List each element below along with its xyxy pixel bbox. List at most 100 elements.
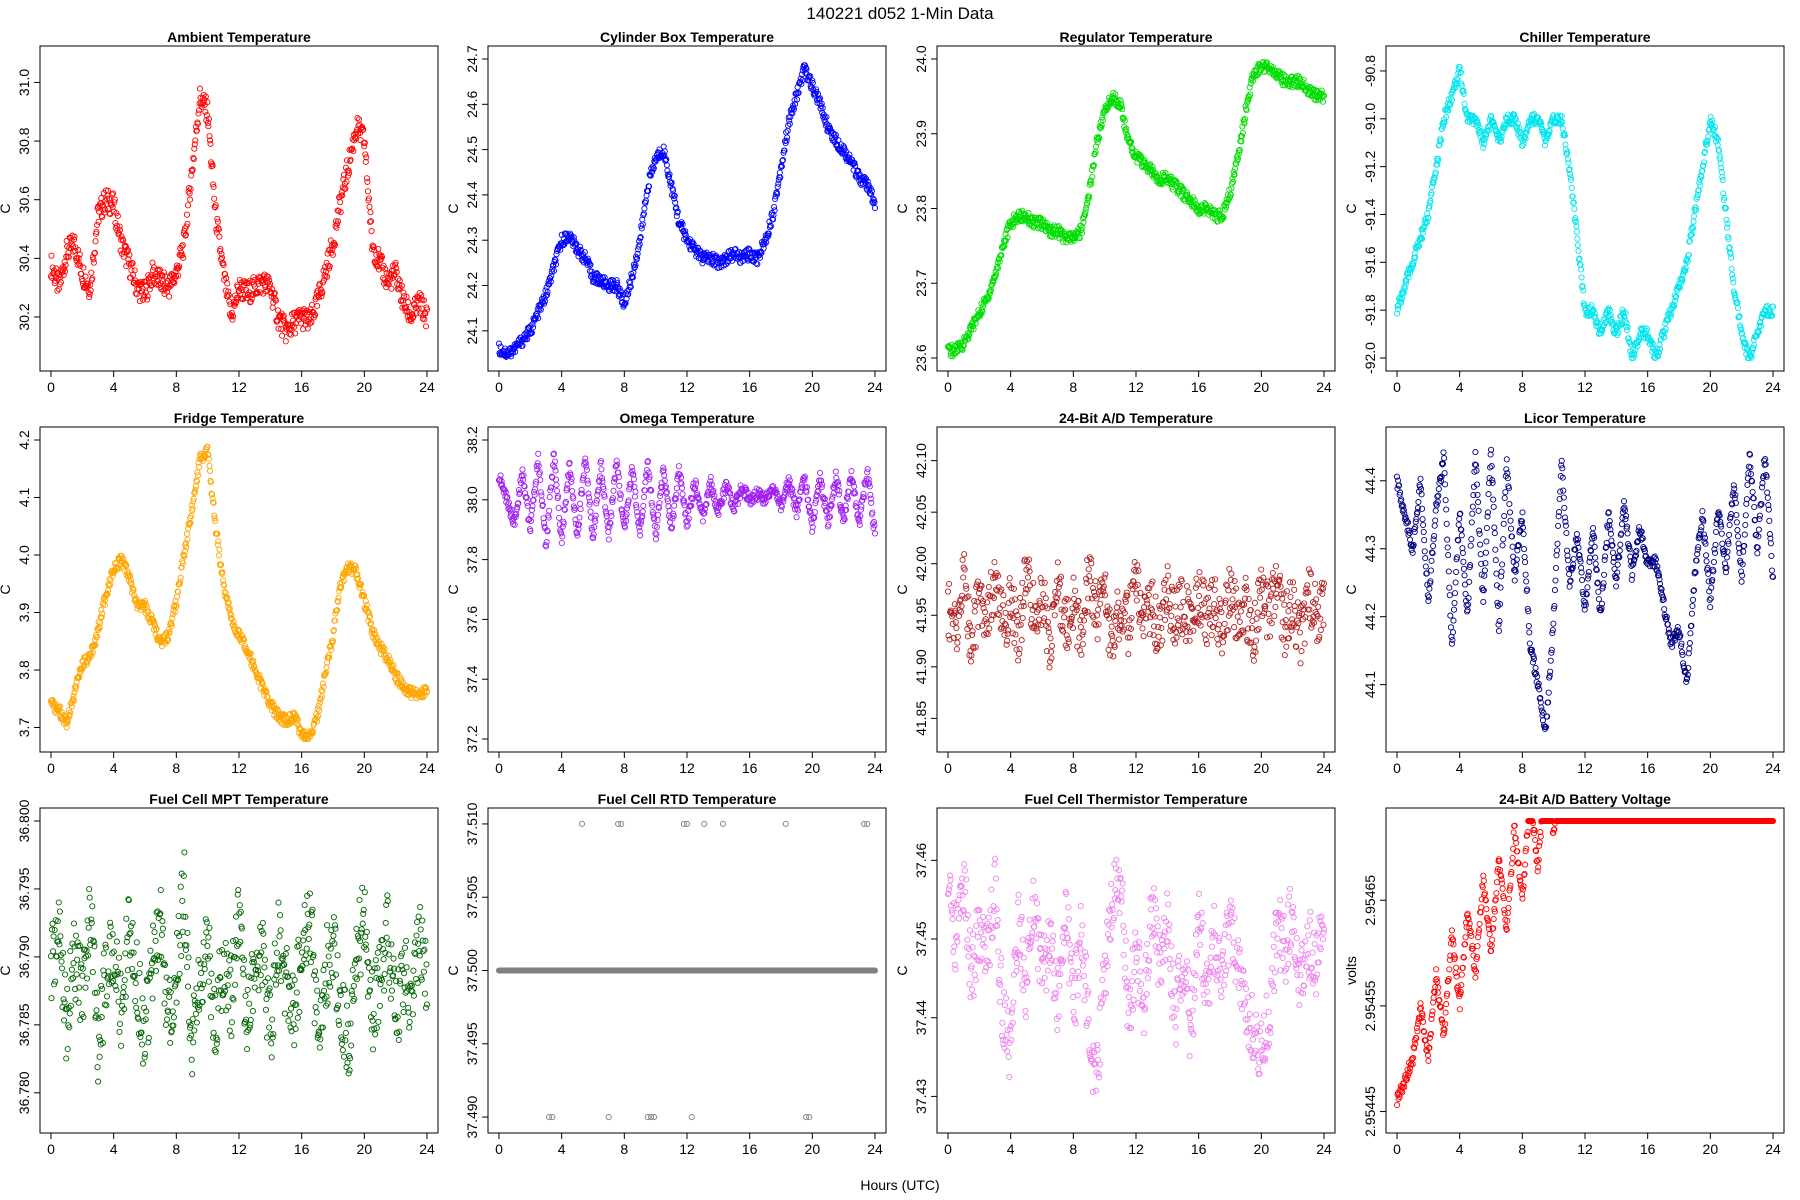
- x-tick-label: 24: [867, 379, 883, 395]
- data-point: [587, 508, 594, 515]
- x-tick-label: 20: [1254, 760, 1270, 776]
- data-point: [1144, 600, 1151, 607]
- data-point: [984, 631, 991, 638]
- data-point: [343, 157, 351, 164]
- y-tick-label: 42.00: [913, 546, 929, 581]
- data-point: [382, 265, 389, 273]
- plot-frame: [1385, 45, 1785, 372]
- y-tick-label: 38.0: [464, 486, 480, 513]
- data-point: [1573, 228, 1580, 235]
- data-point: [159, 278, 166, 285]
- data-point: [363, 175, 370, 182]
- data-point: [795, 507, 802, 514]
- data-point: [48, 252, 55, 259]
- data-point: [1115, 599, 1122, 606]
- data-point: [613, 277, 620, 284]
- data-point: [136, 298, 143, 305]
- data-point: [639, 221, 646, 228]
- data-point: [1177, 604, 1184, 611]
- data-point: [573, 240, 580, 247]
- data-point: [400, 293, 408, 300]
- data-point: [54, 287, 61, 294]
- plot-frame: [39, 426, 439, 753]
- data-point: [71, 233, 78, 240]
- data-point: [556, 514, 563, 521]
- data-point: [1728, 265, 1735, 272]
- data-point: [125, 256, 132, 263]
- data-point: [1095, 606, 1102, 613]
- data-point: [324, 273, 331, 280]
- data-point: [412, 304, 420, 311]
- data-point: [423, 306, 431, 313]
- data-point: [405, 299, 412, 306]
- data-point: [557, 246, 564, 253]
- data-point: [1078, 651, 1085, 658]
- data-point: [817, 469, 824, 476]
- data-point: [350, 148, 357, 155]
- data-point: [190, 156, 197, 163]
- data-point: [71, 689, 78, 696]
- data-point: [1088, 180, 1095, 187]
- data-point: [183, 211, 191, 218]
- data-point: [638, 225, 645, 232]
- data-point: [206, 133, 213, 140]
- data-point: [62, 262, 69, 269]
- x-tick-label: 20: [1254, 379, 1270, 395]
- data-point: [333, 224, 340, 231]
- data-point: [605, 528, 612, 536]
- data-point: [999, 602, 1006, 609]
- data-point: [1102, 571, 1109, 578]
- y-tick-label: 23.7: [913, 269, 929, 296]
- data-point: [228, 309, 235, 316]
- data-point: [345, 167, 352, 174]
- data-point: [640, 493, 647, 501]
- data-point: [229, 313, 237, 320]
- data-point: [544, 288, 551, 296]
- y-tick-label: 37.2: [464, 725, 480, 752]
- data-point: [91, 249, 98, 256]
- data-point: [1141, 604, 1148, 611]
- data-point: [637, 233, 644, 241]
- data-point: [609, 495, 617, 502]
- data-point: [832, 468, 839, 475]
- data-point: [1052, 589, 1059, 596]
- data-point: [958, 603, 965, 610]
- data-point: [179, 242, 186, 249]
- y-tick-label: 24.2: [464, 272, 480, 299]
- data-point: [577, 243, 584, 250]
- data-point: [1139, 625, 1146, 632]
- data-point: [1055, 590, 1062, 597]
- data-point: [945, 580, 953, 587]
- data-point: [175, 272, 182, 279]
- data-point: [129, 260, 136, 267]
- data-point: [127, 261, 135, 268]
- data-point: [220, 261, 227, 269]
- data-point: [699, 518, 706, 525]
- data-point: [1232, 165, 1239, 172]
- data-point: [1574, 242, 1581, 249]
- series-points: [495, 450, 879, 550]
- data-point: [871, 530, 879, 537]
- data-point: [1076, 634, 1083, 641]
- data-point: [111, 196, 118, 203]
- data-point: [166, 293, 173, 300]
- data-point: [627, 283, 634, 291]
- data-point: [856, 521, 863, 528]
- data-point: [616, 482, 623, 489]
- data-point: [1046, 658, 1054, 665]
- x-tick-label: 4: [110, 379, 118, 395]
- data-point: [315, 294, 322, 301]
- data-point: [171, 274, 178, 281]
- y-tick-label: 42.10: [913, 443, 929, 478]
- data-point: [215, 538, 222, 545]
- data-point: [1094, 636, 1101, 643]
- data-point: [262, 288, 269, 295]
- data-point: [160, 269, 168, 276]
- data-point: [226, 298, 233, 305]
- data-point: [266, 277, 273, 284]
- data-point: [1110, 653, 1117, 660]
- data-point: [61, 265, 68, 272]
- data-point: [114, 212, 121, 220]
